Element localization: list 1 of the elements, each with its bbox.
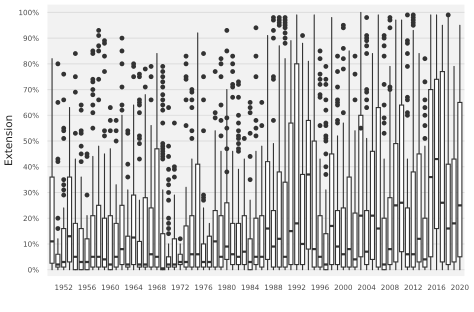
y-axis-title: Extension — [4, 116, 12, 165]
